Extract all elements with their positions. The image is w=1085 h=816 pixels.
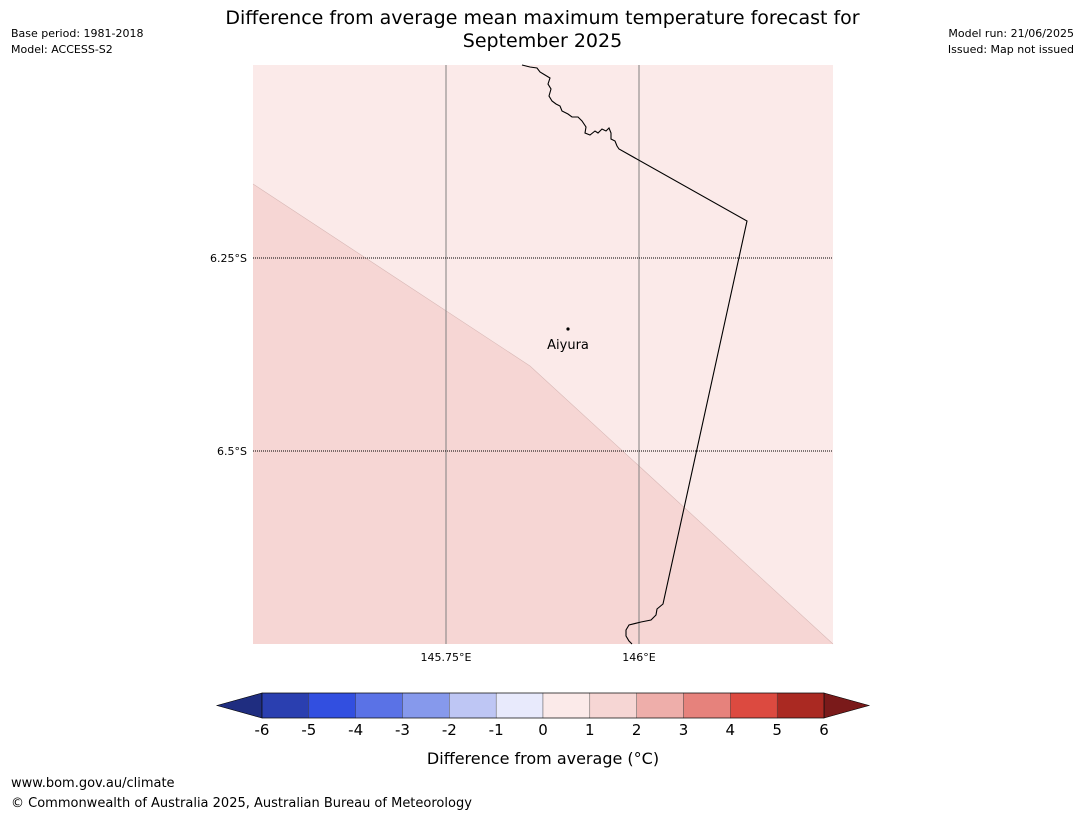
colorbar-outline: [261, 692, 825, 719]
colorbar-segment: [542, 692, 591, 719]
colorbar-segment: [355, 692, 403, 719]
lon-label-146: 146°E: [622, 651, 655, 664]
colorbar-segment: [261, 692, 310, 719]
map-title: Difference from average mean maximum tem…: [150, 7, 935, 53]
colorbar-label: Difference from average (°C): [427, 749, 659, 768]
title-line-2: September 2025: [462, 30, 623, 52]
colorbar-segment: [402, 692, 450, 719]
base-period: Base period: 1981-2018: [11, 27, 144, 40]
colorbar-low-extend: [215, 692, 263, 719]
meta-right: Model run: 21/06/2025 Issued: Map not is…: [948, 26, 1074, 58]
meta-left: Base period: 1981-2018 Model: ACCESS-S2: [11, 26, 143, 58]
colorbar-tick-label: 6: [819, 721, 829, 739]
colorbar-tick-label: 1: [585, 721, 595, 739]
colorbar-segment: [308, 692, 356, 719]
aiyura-label: Aiyura: [547, 338, 589, 353]
colorbar-tick-label: 3: [679, 721, 689, 739]
map-panel: [252, 64, 834, 645]
colorbar-tick-label: -2: [442, 721, 457, 739]
colorbar-segment: [683, 692, 731, 719]
title-line-1: Difference from average mean maximum tem…: [225, 7, 860, 29]
colorbar-segment: [776, 692, 825, 719]
zone-boundary: [252, 183, 834, 645]
colorbar-segment: [449, 692, 497, 719]
colorbar-tick-label: -3: [395, 721, 410, 739]
colorbar-high-extend: [823, 692, 871, 719]
lon-label-145-75: 145.75°E: [421, 651, 472, 664]
colorbar-segment: [495, 692, 544, 719]
zone-1-to-2: [253, 184, 833, 644]
colorbar-segment: [589, 692, 637, 719]
lat-label-6-25: 6.25°S: [210, 252, 247, 265]
model-run: Model run: 21/06/2025: [948, 27, 1074, 40]
province-border: [521, 64, 748, 645]
issued-status: Issued: Map not issued: [947, 43, 1074, 56]
colorbar-tick-label: -6: [255, 721, 270, 739]
footer: www.bom.gov.au/climate © Commonwealth of…: [11, 774, 472, 814]
colorbar-tick-label: -5: [301, 721, 316, 739]
footer-url[interactable]: www.bom.gov.au/climate: [11, 776, 175, 791]
lat-label-6-5: 6.5°S: [217, 445, 247, 458]
colorbar-tick-label: 5: [772, 721, 782, 739]
colorbar-tick-label: 2: [632, 721, 642, 739]
colorbar-segment: [636, 692, 684, 719]
colorbar-tick-label: -4: [348, 721, 363, 739]
colorbar-tick-label: -1: [489, 721, 504, 739]
colorbar-tick-label: 4: [726, 721, 736, 739]
colorbar-segment: [730, 692, 778, 719]
colorbar-tick-label: 0: [538, 721, 548, 739]
aiyura-marker: [566, 327, 570, 331]
model-name: Model: ACCESS-S2: [11, 43, 113, 56]
footer-copyright: © Commonwealth of Australia 2025, Austra…: [11, 796, 472, 811]
colorbar: -6 -5 -4 -3 -2 -1 0 1 2 3 4 5 6: [215, 692, 871, 739]
